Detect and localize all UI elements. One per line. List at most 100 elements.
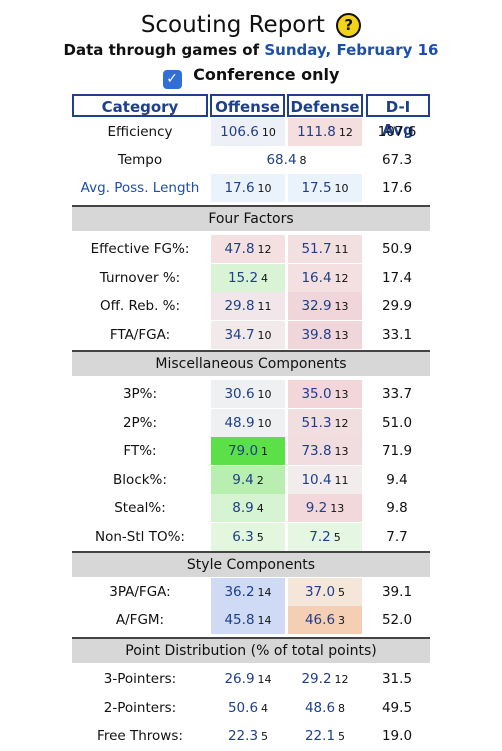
defense-value[interactable]: 22.1 [304, 728, 336, 744]
defense-value[interactable]: 48.6 [304, 699, 336, 716]
tempo-cell: 68.4 8 [211, 146, 362, 174]
row-label: A/FGM: [115, 612, 165, 628]
defense-value[interactable]: 29.2 [301, 671, 332, 687]
page-title: Scouting Report ? [0, 12, 502, 42]
defense-value[interactable]: 73.8 [301, 443, 332, 459]
defense-value[interactable]: 37.0 [304, 584, 336, 600]
header-offense[interactable]: Offense [210, 94, 285, 117]
defense-cell: 111.8 12 [288, 118, 362, 146]
defense-cell: 16.4 12 [288, 263, 362, 292]
help-icon[interactable]: ? [336, 13, 362, 38]
offense-cell: 79.0 1 [211, 437, 285, 465]
d1-average: 52.0 [381, 612, 413, 628]
defense-cell: 37.0 5 [288, 578, 362, 606]
row-label: 3PA/FGA: [109, 584, 171, 600]
stat-row: Off. Reb. %: 29.8 11 32.9 13 29.9 [0, 292, 502, 320]
offense-value[interactable]: 22.3 [227, 728, 259, 744]
stat-row: Block%: 9.4 2 10.4 11 9.4 [0, 465, 502, 494]
header-category[interactable]: Category [72, 94, 208, 117]
d1-average: 71.9 [381, 443, 413, 459]
offense-value[interactable]: 79.0 [227, 443, 259, 459]
offense-cell: 17.6 10 [211, 174, 285, 202]
offense-rank: 10 [257, 328, 272, 342]
defense-value[interactable]: 17.5 [301, 180, 332, 196]
offense-value[interactable]: 34.7 [224, 326, 255, 343]
defense-rank: 12 [334, 673, 349, 686]
offense-rank: 10 [261, 126, 276, 139]
row-label: FTA/FGA: [109, 326, 171, 343]
conference-label: Conference only [193, 65, 340, 84]
offense-value[interactable]: 30.6 [224, 386, 255, 402]
section-header-misc: Miscellaneous Components [72, 350, 430, 376]
d1-average: 29.9 [381, 298, 413, 314]
d1-average: 50.9 [381, 241, 413, 257]
offense-rank: 12 [257, 243, 272, 256]
offense-cell: 34.7 10 [211, 320, 285, 349]
stat-row: 2P%: 48.9 10 51.3 12 51.0 [0, 408, 502, 437]
defense-cell: 22.1 5 [288, 722, 362, 750]
defense-cell: 39.8 13 [288, 320, 362, 349]
defense-rank: 13 [334, 388, 349, 401]
offense-value[interactable]: 45.8 [224, 612, 255, 628]
d1-average: 17.4 [381, 269, 413, 286]
conference-toggle[interactable]: ✓ Conference only [0, 65, 502, 89]
offense-value[interactable]: 8.9 [232, 500, 254, 516]
row-label: Non-Stl TO%: [95, 528, 185, 545]
offense-value[interactable]: 17.6 [224, 180, 255, 196]
offense-value[interactable]: 48.9 [224, 414, 255, 431]
defense-value[interactable]: 10.4 [301, 471, 332, 488]
defense-value[interactable]: 35.0 [301, 386, 332, 402]
defense-value[interactable]: 111.8 [297, 124, 336, 140]
section-header-style: Style Components [72, 551, 430, 577]
defense-value[interactable]: 39.8 [301, 326, 332, 343]
date-link[interactable]: Sunday, February 16 [264, 41, 439, 59]
defense-value[interactable]: 46.6 [304, 612, 336, 628]
defense-value[interactable]: 51.3 [301, 414, 332, 431]
defense-rank: 13 [334, 445, 349, 458]
row-label-link[interactable]: Avg. Poss. Length [80, 180, 200, 196]
d1-average: 39.1 [381, 584, 413, 600]
offense-value[interactable]: 106.6 [220, 124, 259, 140]
offense-value[interactable]: 15.2 [227, 269, 259, 286]
defense-rank: 12 [334, 416, 349, 430]
section-header-point-distribution: Point Distribution (% of total points) [72, 637, 430, 663]
defense-rank: 13 [334, 328, 349, 342]
defense-value[interactable]: 16.4 [301, 269, 332, 286]
header-d1-avg[interactable]: D-I Avg [366, 94, 430, 139]
offense-value[interactable]: 29.8 [224, 298, 255, 314]
defense-value[interactable]: 9.2 [305, 500, 328, 516]
offense-cell: 15.2 4 [211, 263, 285, 292]
offense-value[interactable]: 50.6 [227, 699, 259, 716]
stat-row: A/FGM: 45.8 14 46.6 3 52.0 [0, 606, 502, 634]
offense-value[interactable]: 6.3 [232, 528, 254, 545]
defense-rank: 11 [334, 473, 349, 487]
defense-rank: 13 [334, 300, 349, 313]
offense-value[interactable]: 26.9 [224, 671, 255, 687]
offense-value[interactable]: 47.8 [224, 241, 255, 257]
defense-cell: 35.0 13 [288, 380, 362, 408]
row-label: Efficiency [107, 124, 173, 140]
defense-value[interactable]: 51.7 [301, 241, 332, 257]
defense-rank: 5 [338, 730, 346, 743]
defense-rank: 13 [330, 502, 345, 515]
tempo-value[interactable]: 68.4 [266, 152, 297, 168]
offense-value[interactable]: 36.2 [224, 584, 255, 600]
row-label: 2P%: [122, 414, 158, 431]
defense-value[interactable]: 7.2 [309, 528, 331, 545]
defense-cell: 51.7 11 [288, 235, 362, 263]
stat-row-tempo: Tempo 68.4 8 67.3 [0, 146, 502, 174]
defense-rank: 3 [338, 614, 346, 627]
defense-value[interactable]: 32.9 [301, 298, 332, 314]
d1-average: 9.4 [386, 471, 408, 488]
header-defense[interactable]: Defense [287, 94, 363, 117]
offense-value[interactable]: 9.4 [232, 471, 254, 488]
stat-row: Turnover %: 15.2 4 16.4 12 17.4 [0, 263, 502, 292]
defense-cell: 73.8 13 [288, 437, 362, 465]
offense-cell: 22.3 5 [211, 722, 285, 750]
offense-rank: 14 [257, 673, 272, 686]
checkbox-checked-icon[interactable]: ✓ [162, 70, 182, 89]
row-label: Off. Reb. %: [99, 298, 181, 314]
defense-cell: 7.2 5 [288, 522, 362, 551]
row-label: FT%: [123, 443, 157, 459]
defense-cell: 29.2 12 [288, 665, 362, 693]
